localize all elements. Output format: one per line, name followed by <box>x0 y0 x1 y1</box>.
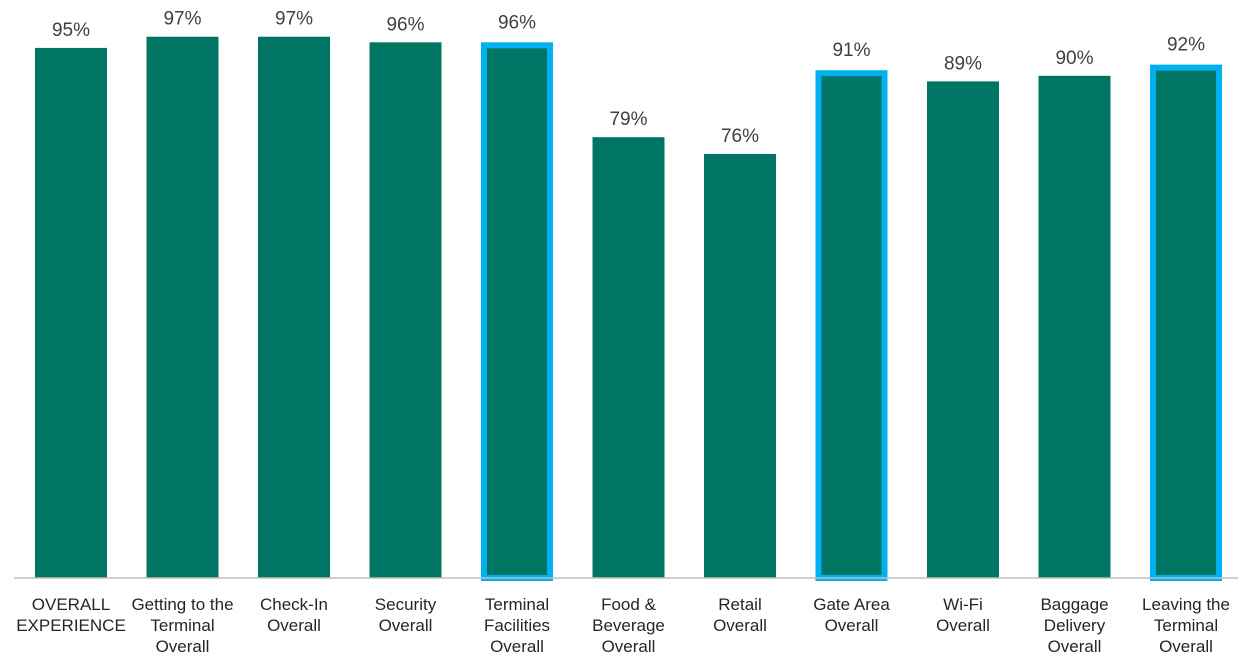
data-label-3: 96% <box>386 14 424 35</box>
data-label-2: 97% <box>275 9 313 30</box>
bar-1 <box>146 36 219 579</box>
category-label-0: OVERALL EXPERIENCE <box>16 595 126 635</box>
data-label-9: 90% <box>1055 48 1093 69</box>
data-label-0: 95% <box>52 20 90 41</box>
bar-9 <box>1038 75 1111 579</box>
bar-4 <box>481 42 553 581</box>
bar-5 <box>592 137 665 578</box>
category-label-1: Getting to the Terminal Overall <box>131 595 233 656</box>
category-label-4: Terminal Facilities Overall <box>484 595 550 656</box>
bar-0 <box>35 47 107 578</box>
data-label-7: 91% <box>832 40 870 61</box>
category-label-10: Leaving the Terminal Overall <box>1142 595 1230 656</box>
data-label-10: 92% <box>1167 35 1205 56</box>
bar-6 <box>704 153 776 579</box>
bar-10 <box>1150 64 1222 581</box>
category-label-3: Security Overall <box>375 595 437 635</box>
data-labels-group: 95% 97% 97% 96% 96% 79% 76% 91% 89% 90% 92% <box>52 9 1205 147</box>
data-label-5: 79% <box>609 109 647 130</box>
data-label-4: 96% <box>498 12 536 33</box>
bar-2 <box>258 36 330 579</box>
category-label-6: Retail Overall <box>713 595 767 635</box>
category-label-8: Wi-Fi Overall <box>936 595 990 635</box>
bar-8 <box>927 81 999 578</box>
category-label-5: Food & Beverage Overall <box>592 595 665 656</box>
bar-7 <box>815 70 888 581</box>
category-label-9: Baggage Delivery Overall <box>1040 595 1108 656</box>
data-label-1: 97% <box>163 9 201 30</box>
category-label-7: Gate Area Overall <box>813 595 890 635</box>
data-label-8: 89% <box>944 53 982 74</box>
bars-group <box>35 36 1222 581</box>
bar-3 <box>369 42 442 578</box>
data-label-6: 76% <box>721 126 759 147</box>
category-label-2: Check-In Overall <box>260 595 328 635</box>
